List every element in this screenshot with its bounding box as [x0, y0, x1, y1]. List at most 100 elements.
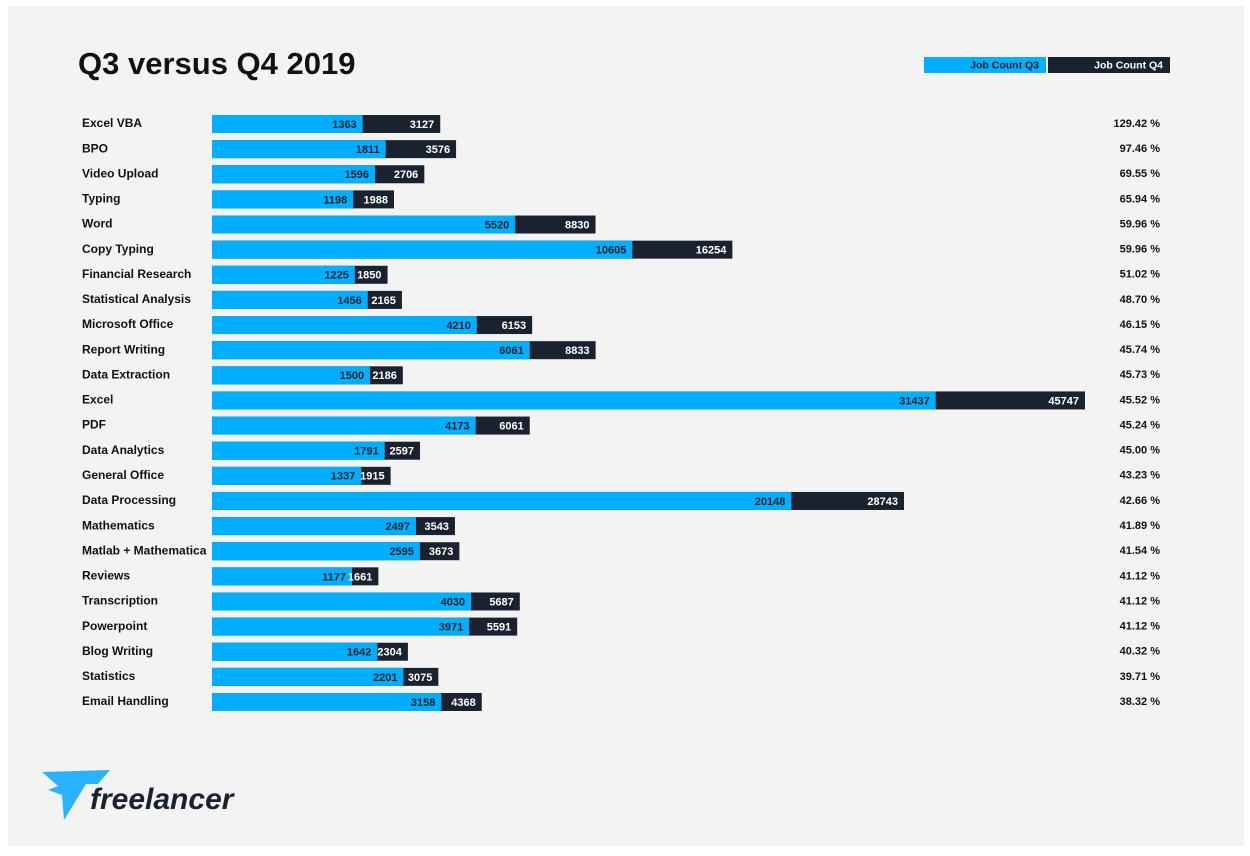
- change-label: 41.12 %: [1120, 621, 1161, 633]
- value-label: 4030: [441, 596, 465, 608]
- category-label: Excel VBA: [82, 116, 142, 130]
- value-label: 3075: [408, 672, 432, 684]
- change-label: 69.55 %: [1120, 168, 1161, 180]
- value-label: 6153: [502, 320, 526, 332]
- bar: [212, 592, 472, 611]
- bar: [212, 567, 353, 586]
- background: [8, 6, 1244, 846]
- change-label: 45.00 %: [1120, 445, 1161, 457]
- value-label: 3673: [429, 546, 453, 558]
- value-label: 1596: [345, 169, 369, 181]
- value-label: 1988: [364, 194, 388, 206]
- category-label: Transcription: [82, 594, 158, 608]
- category-label: Powerpoint: [82, 619, 147, 633]
- value-label: 1915: [360, 471, 384, 483]
- value-label: 4210: [446, 320, 470, 332]
- logo-text: freelancer: [90, 783, 236, 816]
- value-label: 1456: [337, 295, 361, 307]
- bar: [212, 693, 442, 711]
- bar: [212, 441, 385, 460]
- bar: [212, 517, 416, 536]
- category-label: Email Handling: [82, 694, 169, 708]
- change-label: 129.42 %: [1114, 118, 1161, 130]
- logo-icon: [42, 770, 110, 820]
- value-label: 1177: [322, 571, 346, 583]
- value-label: 10605: [596, 245, 627, 257]
- value-label: 6061: [499, 420, 523, 432]
- category-label: BPO: [82, 141, 108, 155]
- bar: [212, 140, 386, 159]
- legend-swatch: [924, 57, 1046, 73]
- category-label: Report Writing: [82, 342, 165, 356]
- bar: [212, 316, 477, 335]
- value-label: 2497: [385, 521, 409, 533]
- value-label: 3971: [439, 622, 463, 634]
- value-label: 2597: [390, 446, 414, 458]
- category-label: Data Processing: [82, 493, 176, 507]
- value-label: 2201: [373, 672, 397, 684]
- value-label: 8830: [565, 219, 589, 231]
- category-label: Copy Typing: [82, 242, 154, 256]
- value-label: 6061: [499, 345, 523, 357]
- value-label: 1642: [347, 647, 371, 659]
- category-label: Excel: [82, 393, 113, 407]
- bar: [212, 491, 792, 510]
- bar: [212, 265, 355, 284]
- value-label: 16254: [696, 245, 727, 257]
- bar: [212, 215, 516, 234]
- value-label: 1337: [331, 471, 355, 483]
- value-label: 3127: [410, 119, 434, 131]
- value-label: 4368: [451, 697, 475, 709]
- value-label: 2186: [372, 370, 396, 382]
- bar: [212, 190, 354, 209]
- bar: [212, 542, 420, 561]
- change-label: 41.12 %: [1120, 570, 1161, 582]
- category-label: Statistics: [82, 669, 136, 683]
- change-label: 97.46 %: [1120, 143, 1161, 155]
- category-label: Mathematics: [82, 518, 155, 532]
- change-label: 65.94 %: [1120, 193, 1161, 205]
- bar: [212, 290, 368, 309]
- category-label: Matlab + Mathematica: [82, 543, 207, 557]
- category-label: Typing: [82, 192, 120, 206]
- value-label: 28743: [867, 496, 898, 508]
- bar: [212, 165, 376, 184]
- bar: [212, 416, 476, 435]
- value-label: 3543: [424, 521, 448, 533]
- value-label: 2706: [394, 169, 418, 181]
- change-label: 45.74 %: [1120, 344, 1161, 356]
- category-label: Word: [82, 217, 112, 231]
- change-label: 41.12 %: [1120, 595, 1161, 607]
- change-label: 39.71 %: [1120, 671, 1161, 683]
- value-label: 1661: [348, 571, 372, 583]
- value-label: 1198: [323, 194, 347, 206]
- legend-label: Job Count Q4: [1094, 59, 1163, 71]
- category-label: Microsoft Office: [82, 317, 174, 331]
- value-label: 2304: [377, 647, 402, 659]
- change-label: 59.96 %: [1120, 244, 1161, 256]
- category-label: Data Extraction: [82, 367, 170, 381]
- value-label: 1850: [357, 270, 381, 282]
- value-label: 4173: [445, 420, 469, 432]
- change-label: 40.32 %: [1120, 646, 1161, 658]
- category-label: Statistical Analysis: [82, 292, 191, 306]
- chart-title: Q3 versus Q4 2019: [78, 46, 355, 81]
- change-label: 45.73 %: [1120, 369, 1161, 381]
- change-label: 41.54 %: [1120, 545, 1161, 557]
- category-label: PDF: [82, 418, 106, 432]
- value-label: 1225: [324, 270, 348, 282]
- bar: [212, 115, 363, 133]
- bar: [212, 366, 371, 385]
- change-label: 42.66 %: [1120, 495, 1161, 507]
- change-label: 38.32 %: [1120, 696, 1161, 708]
- legend-swatch: [1048, 57, 1170, 73]
- value-label: 1500: [340, 370, 364, 382]
- change-label: 59.96 %: [1120, 218, 1161, 230]
- change-label: 41.89 %: [1120, 520, 1161, 532]
- category-label: Reviews: [82, 569, 130, 583]
- category-label: Blog Writing: [82, 644, 153, 658]
- change-label: 45.24 %: [1120, 419, 1161, 431]
- value-label: 31437: [899, 395, 930, 407]
- change-label: 51.02 %: [1120, 269, 1161, 281]
